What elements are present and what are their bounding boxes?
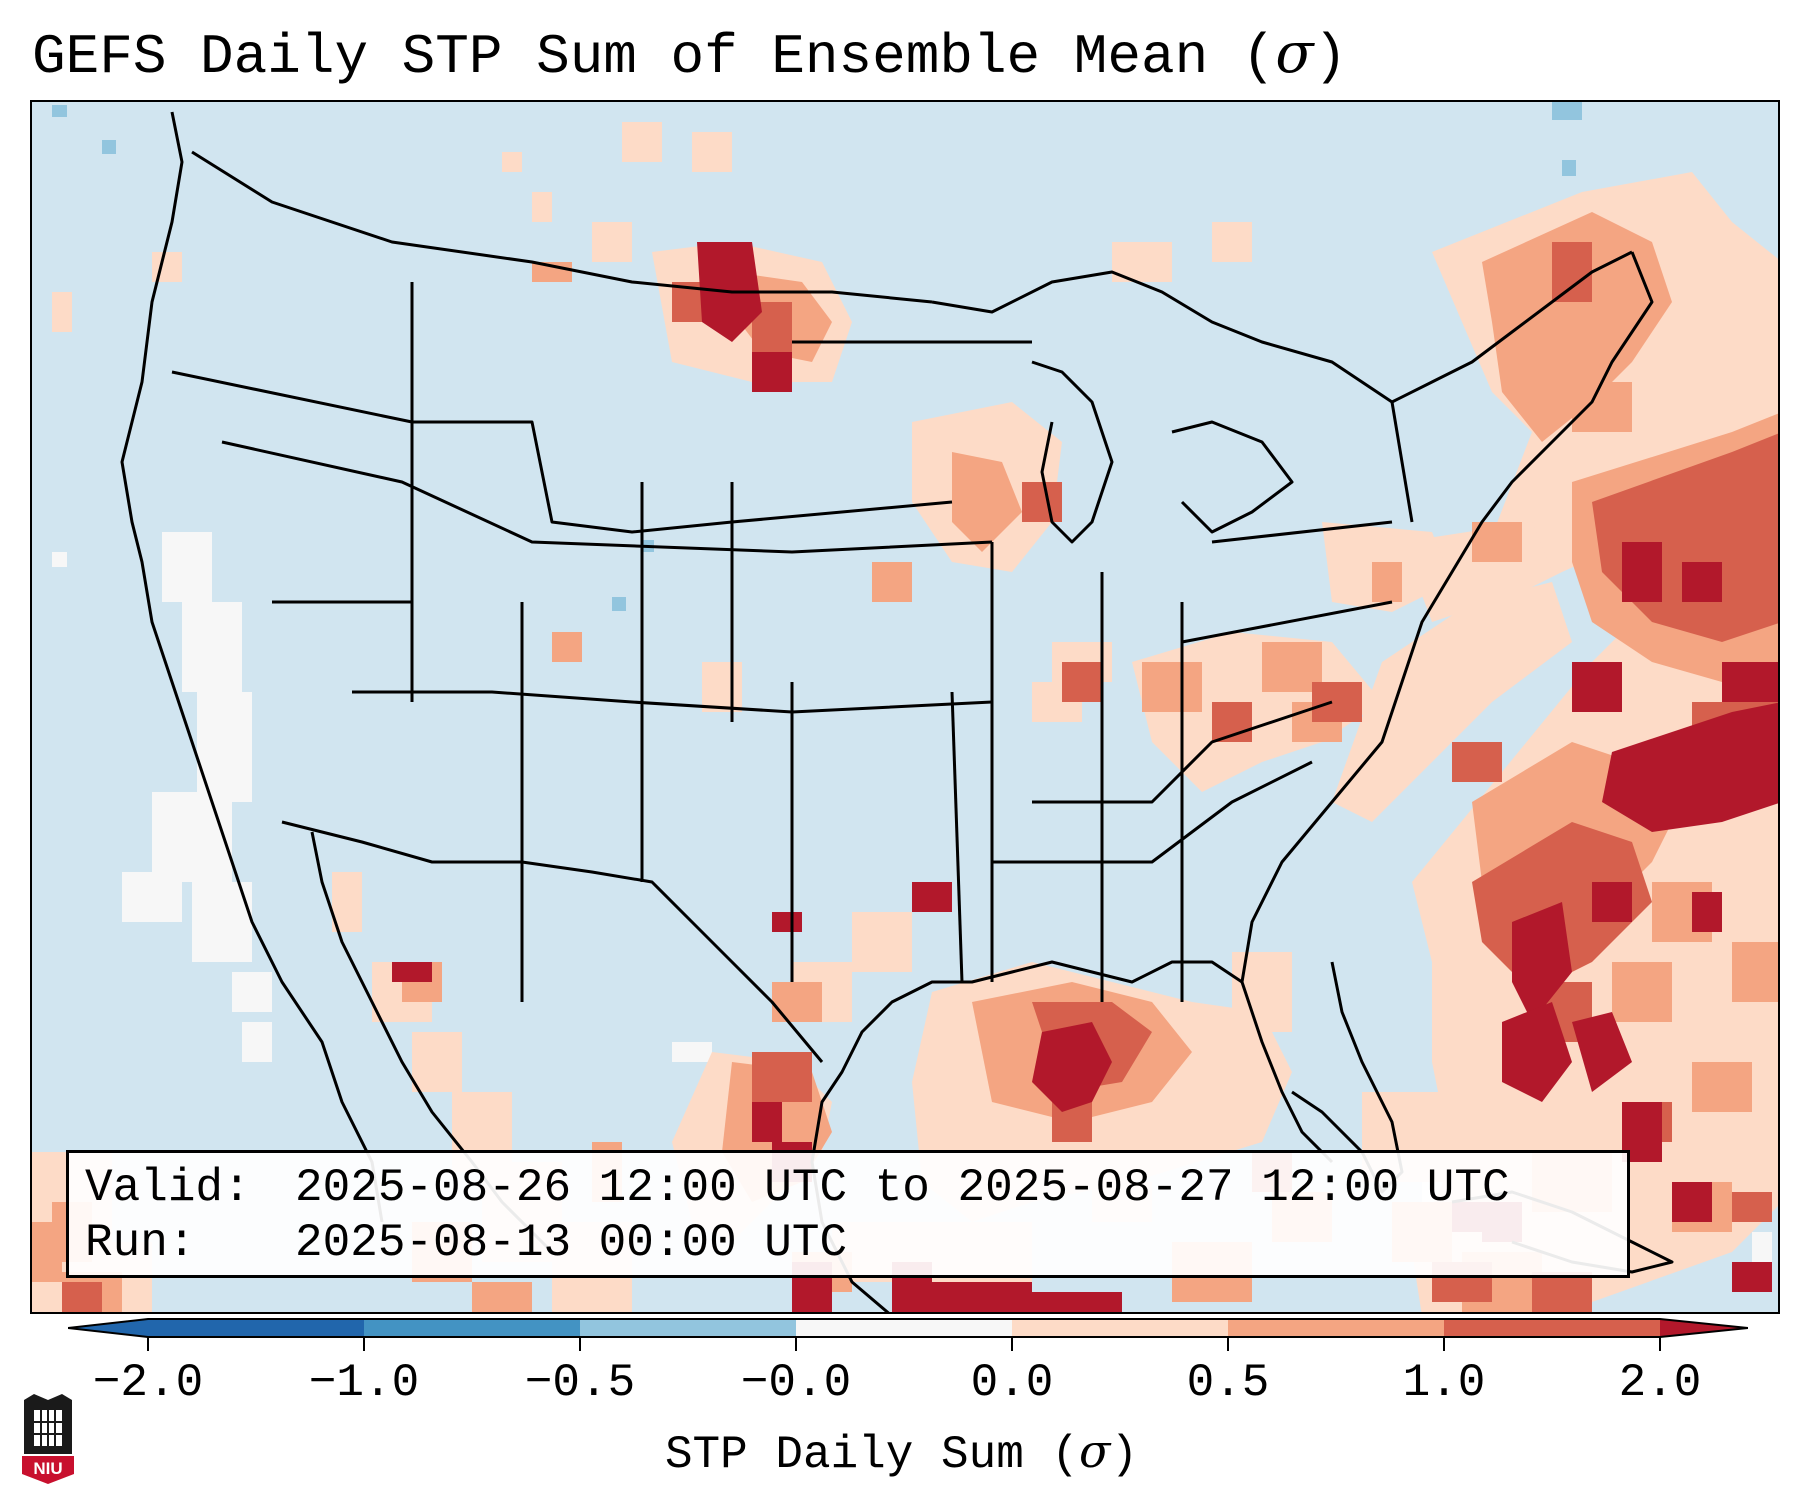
colorbar bbox=[68, 1318, 1748, 1351]
tick-label: −2.0 bbox=[92, 1357, 204, 1409]
run-value: 2025-08-13 00:00 UTC bbox=[295, 1217, 848, 1269]
tick-label: 0.5 bbox=[1186, 1357, 1270, 1409]
valid-label: Valid: bbox=[85, 1162, 251, 1214]
map-panel bbox=[30, 100, 1780, 1314]
niu-logo-text: NIU bbox=[33, 1459, 62, 1478]
tick-label: 1.0 bbox=[1402, 1357, 1486, 1409]
colorbar-label: STP Daily Sum (σ) bbox=[664, 1424, 1139, 1481]
colorbar-bin bbox=[580, 1319, 796, 1337]
tick-label: −0.0 bbox=[740, 1357, 852, 1409]
colorbar-bin bbox=[148, 1319, 364, 1337]
colorbar-label-sigma: σ bbox=[1079, 1424, 1111, 1478]
tick-label: 0.0 bbox=[970, 1357, 1054, 1409]
map-title-text: GEFS Daily STP Sum of Ensemble Mean bbox=[32, 25, 1209, 89]
colorbar-label-text: STP Daily Sum bbox=[664, 1429, 1024, 1481]
tick-label: −0.5 bbox=[524, 1357, 636, 1409]
colorbar-extend-high bbox=[1660, 1319, 1748, 1337]
map-svg bbox=[32, 102, 1778, 1312]
colorbar-bin bbox=[364, 1319, 580, 1337]
tick-label: −1.0 bbox=[308, 1357, 420, 1409]
colorbar-bin bbox=[796, 1319, 1012, 1337]
run-label: Run: bbox=[85, 1217, 196, 1269]
extreme-positive-field bbox=[392, 242, 1778, 1312]
niu-logo: NIU bbox=[22, 1394, 74, 1484]
tick-label: 2.0 bbox=[1618, 1357, 1702, 1409]
colorbar-ticks bbox=[147, 1337, 1661, 1351]
colorbar-bin bbox=[1228, 1319, 1444, 1337]
title-sigma: σ bbox=[1275, 21, 1314, 86]
run-line: Run: 2025-08-13 00:00 UTC bbox=[85, 1216, 1627, 1271]
colorbar-bin bbox=[1444, 1319, 1660, 1337]
validity-info-box: Valid: 2025-08-26 12:00 UTC to 2025-08-27… bbox=[66, 1150, 1630, 1278]
colorbar-bin bbox=[1012, 1319, 1228, 1337]
map-title: GEFS Daily STP Sum of Ensemble Mean (σ) bbox=[32, 21, 1348, 90]
colorbar-extend-low bbox=[68, 1319, 148, 1337]
valid-line: Valid: 2025-08-26 12:00 UTC to 2025-08-27… bbox=[85, 1161, 1627, 1216]
borders bbox=[120, 111, 1674, 1312]
valid-value: 2025-08-26 12:00 UTC to 2025-08-27 12:00… bbox=[295, 1162, 1510, 1214]
